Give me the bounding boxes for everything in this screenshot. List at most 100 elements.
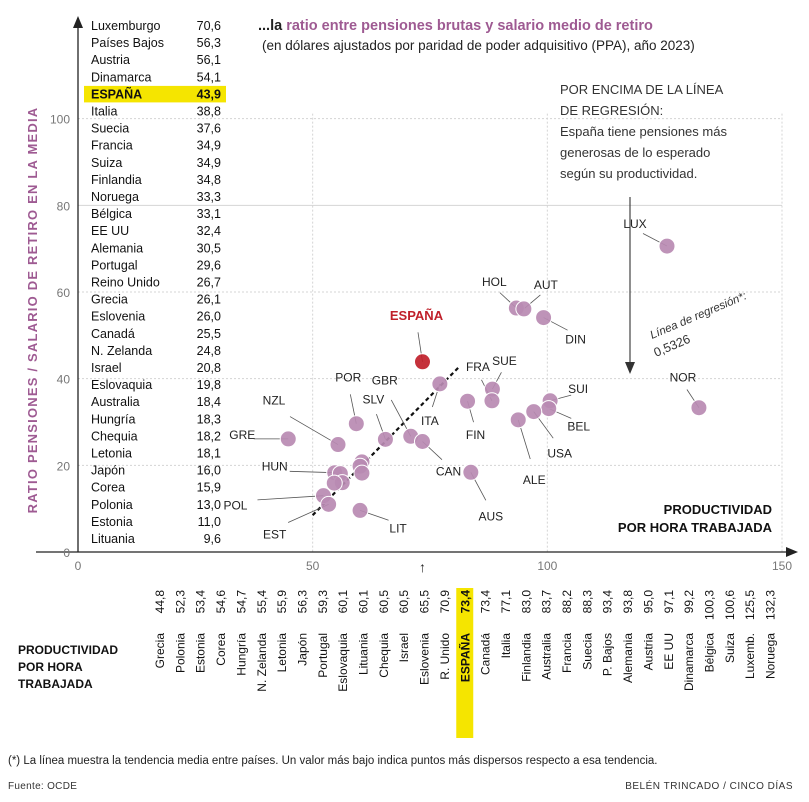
productivity-table-country: Austria [641,633,655,671]
data-point [376,430,394,448]
annotation-layer: POR ENCIMA DE LA LÍNEA DE REGRESIÓN: Españ… [560,82,727,374]
header-subtitle: (en dólares ajustados por paridad de pod… [262,38,695,53]
productivity-table-country: Corea [214,633,228,666]
y-tick-label: 0 [63,546,70,560]
spain-x-marker: ↑ [419,559,426,575]
data-point [329,436,347,454]
axes-layer: 0 20 40 60 80 100 0 50 100 150 RATIO PENSIONES / S… [25,16,798,575]
point-label: LUX [623,217,646,231]
ratio-table-value: 29,6 [197,258,221,272]
productivity-table-country: Israel [397,633,411,662]
productivity-table-country: Grecia [153,633,167,669]
label-leaders [253,233,700,523]
ratio-table-country: Chequia [91,429,138,443]
productivity-table-title-line3: TRABAJADA [18,677,93,691]
productivity-table-country: Luxemb. [743,633,757,679]
point-label: POL [223,499,247,513]
point-label: NOR [670,371,697,385]
productivity-table-title-line1: PRODUCTIVIDAD [18,643,118,657]
x-tick-label: 0 [75,559,82,573]
ratio-table-country: Noruega [91,190,139,204]
data-point [431,375,449,393]
y-tick-label: 60 [57,286,71,300]
productivity-table-country: Suecia [580,633,594,670]
productivity-table-country: P. Bajos [601,633,615,676]
ratio-table-country: Polonia [91,498,133,512]
ratio-table-value: 11,0 [198,515,221,529]
ratio-table-country: Estonia [91,515,133,529]
productivity-table-value: 100,3 [702,590,716,620]
source: Fuente: OCDE [8,781,78,792]
column-highlight [456,588,474,738]
point-label: ESPAÑA [390,308,444,323]
productivity-table-value: 132,3 [764,590,778,620]
ratio-table-value: 18,3 [197,412,221,426]
ratio-table-value: 34,9 [197,139,221,153]
ratio-table-country: EE UU [91,224,129,238]
ratio-table-value: 54,1 [197,70,221,84]
ratio-table-country: Eslovenia [91,310,145,324]
point-label: SUI [568,382,588,396]
point-label: SUE [492,354,517,368]
point-label: LIT [389,521,407,535]
x-axis-arrow [786,547,798,557]
data-point [515,300,533,318]
productivity-table-country: Eslovaquia [336,633,350,692]
header-highlight: ratio entre pensiones brutas y salario m… [286,18,653,34]
productivity-table-country: Polonia [173,633,187,673]
point-label: AUT [534,278,559,292]
point-label: HUN [262,460,288,474]
data-point [353,464,371,482]
point-label: ITA [421,414,439,428]
productivity-table-country: Hungría [234,633,248,676]
productivity-table-country: Letonia [275,633,289,673]
ratio-table-country: ESPAÑA [91,86,142,101]
point-label: EST [263,527,287,541]
ratio-table-value: 37,6 [197,122,221,136]
data-points [279,237,708,519]
ratio-table-country: N. Zelanda [91,344,152,358]
ratio-table: Luxemburgo 70,6 Países Bajos 56,3 Austria 56,… [84,19,226,546]
y-axis-arrow [73,16,83,28]
ratio-table-value: 30,5 [197,241,221,255]
productivity-table-value: 73,4 [479,590,493,614]
productivity-table-value: 93,8 [621,590,635,614]
productivity-table-value: 60,1 [357,590,371,614]
point-label: FRA [466,360,490,374]
ratio-table-value: 19,8 [197,378,221,392]
productivity-table-country: EE UU [662,633,676,670]
point-label: SLV [363,392,385,406]
productivity-table-value: 88,3 [580,590,594,614]
ratio-table-value: 56,3 [197,36,221,50]
ratio-table-country: Bélgica [91,207,132,221]
productivity-table-value: 55,4 [255,590,269,614]
ratio-table-value: 18,1 [197,447,221,461]
point-label: CAN [436,465,461,479]
productivity-table-value: 54,6 [214,590,228,614]
productivity-table-value: 125,5 [743,590,757,620]
productivity-table-country: Bélgica [702,633,716,673]
ratio-table-value: 13,0 [197,498,221,512]
ratio-table-value: 25,5 [197,327,221,341]
productivity-table-value: 44,8 [153,590,167,614]
productivity-table-value: 77,1 [499,590,513,614]
productivity-table-value: 59,3 [316,590,330,614]
ratio-table-value: 9,6 [204,532,221,546]
header-prefix: ...la [258,18,286,34]
productivity-table-value: 55,9 [275,590,289,614]
productivity-table-value: 60,5 [377,590,391,614]
productivity-table-country: ESPAÑA [457,633,472,682]
productivity-table-value: 70,9 [438,590,452,614]
x-axis-title-line2: POR HORA TRABAJADA [618,520,773,535]
x-axis-title-line1: PRODUCTIVIDAD [664,502,772,517]
productivity-table-country: N. Zelanda [255,633,269,692]
productivity-table-country: Chequia [377,633,391,678]
productivity-table-value: 65,5 [418,590,432,614]
table-highlight [84,85,226,103]
ratio-table-value: 18,2 [197,429,221,443]
productivity-table-value: 60,1 [336,590,350,614]
annotation-line: POR ENCIMA DE LA LÍNEA [560,82,724,97]
grid-layer [78,113,783,552]
